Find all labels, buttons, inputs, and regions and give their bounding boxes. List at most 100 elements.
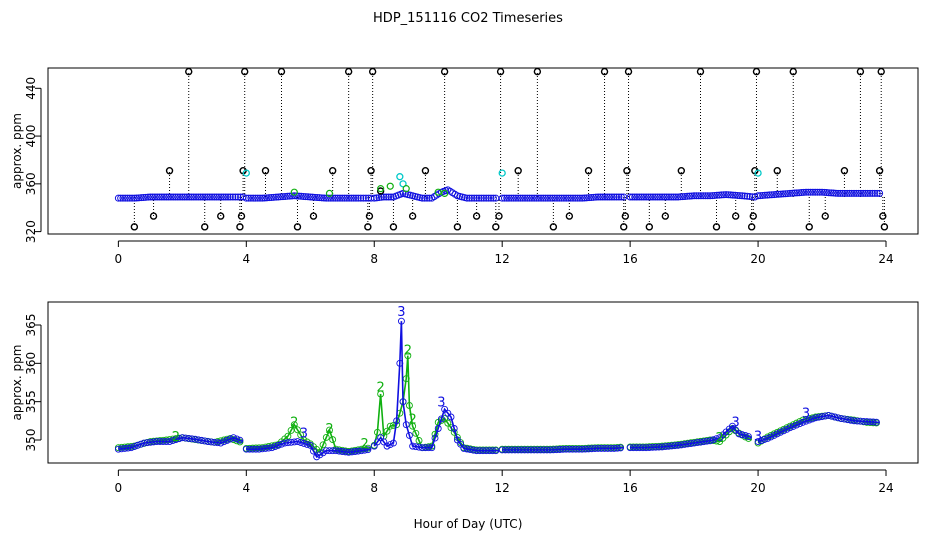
- baseline-point: [784, 190, 792, 198]
- baseline-point: [224, 193, 232, 201]
- series-3-point: [713, 435, 720, 443]
- series-2-point: [290, 421, 298, 429]
- flag-point: [696, 67, 705, 76]
- baseline-point: [226, 193, 234, 201]
- baseline-point: [692, 192, 700, 200]
- flag-point: [661, 212, 670, 220]
- series-3-point: [230, 434, 237, 442]
- baseline-point: [832, 189, 840, 197]
- baseline-point: [583, 194, 591, 202]
- baseline-point: [320, 194, 328, 202]
- series-3-point: [351, 448, 359, 455]
- series-2-point: [444, 419, 452, 427]
- series-3-point: [450, 425, 458, 432]
- baseline-point: [576, 194, 584, 202]
- baseline-point: [117, 194, 125, 202]
- top-x-axis: 0 4 8 12 16 20 24: [115, 240, 894, 266]
- series-3-line: [373, 321, 499, 452]
- series-3-point: [815, 413, 823, 421]
- series-3-point: [805, 416, 813, 424]
- baseline-point: [350, 194, 358, 202]
- baseline-point: [475, 194, 483, 202]
- series-3-point: [172, 436, 180, 444]
- baseline-point: [770, 191, 778, 199]
- baseline-point: [647, 193, 655, 201]
- series-3-point: [837, 415, 845, 422]
- series-3-point: [271, 443, 279, 450]
- baseline-point: [809, 188, 817, 196]
- series-3-point: [146, 438, 154, 446]
- baseline-segment: [242, 192, 375, 202]
- baseline-point: [596, 193, 604, 201]
- baseline-point: [606, 193, 614, 201]
- figure-title: HDP_151116 CO2 Timeseries: [373, 11, 563, 26]
- series-3-point: [789, 422, 797, 430]
- baseline-point: [160, 193, 168, 201]
- flag-point: [821, 212, 829, 220]
- baseline-point: [185, 193, 193, 201]
- flag-point: [365, 212, 374, 220]
- baseline-point: [871, 189, 879, 197]
- baseline-point: [539, 194, 547, 202]
- point-label: 2: [290, 416, 298, 431]
- baseline-point: [206, 193, 214, 201]
- baseline-point: [795, 189, 803, 197]
- series-3-point: [294, 438, 301, 445]
- series-3-line: [246, 440, 372, 459]
- baseline-point: [359, 194, 367, 202]
- series-3-point: [124, 444, 132, 452]
- baseline-point: [542, 194, 550, 202]
- bottom-x-axis: 0 4 8 12 16 20 24: [115, 469, 894, 495]
- series-3-point: [332, 447, 340, 455]
- series-3: [114, 317, 880, 461]
- series-3-point: [201, 437, 209, 445]
- baseline-point: [256, 194, 264, 202]
- series-3-point: [364, 446, 372, 454]
- flag-point: [600, 67, 609, 76]
- series-3-point: [677, 441, 685, 449]
- series-3-point: [840, 415, 848, 423]
- series-3-point: [284, 439, 292, 447]
- top-x-tick-label: 0: [115, 252, 123, 266]
- baseline-point: [825, 189, 833, 197]
- series-3-point: [796, 420, 804, 428]
- baseline-point: [615, 193, 623, 201]
- bottom-x-tick-label: 0: [115, 481, 123, 495]
- series-2-point: [373, 428, 381, 436]
- series-3-point: [434, 425, 442, 432]
- baseline-point: [651, 193, 659, 201]
- baseline-point: [746, 193, 754, 201]
- baseline-point: [331, 194, 339, 202]
- top-y-axis-label: approx. ppm: [10, 113, 24, 189]
- flag-point: [364, 223, 372, 231]
- baseline-point: [325, 194, 333, 202]
- baseline-point: [702, 192, 710, 200]
- baseline-point: [322, 194, 330, 202]
- baseline-point: [708, 192, 716, 200]
- point-label: 2: [325, 422, 333, 437]
- baseline-point: [477, 194, 485, 202]
- baseline-point: [642, 193, 650, 201]
- baseline-point: [711, 191, 719, 199]
- baseline-point: [852, 189, 860, 197]
- flag-point: [877, 67, 885, 76]
- point-label: 3: [754, 429, 762, 444]
- baseline-point: [137, 194, 145, 202]
- series-3-point: [428, 444, 436, 452]
- series-3-point: [220, 438, 228, 446]
- green-point: [290, 188, 298, 196]
- baseline-point: [601, 193, 609, 201]
- series-3-point: [383, 442, 391, 450]
- flag-point: [149, 212, 158, 220]
- baseline-point: [663, 193, 671, 201]
- flag-point: [880, 223, 889, 231]
- baseline-point: [178, 193, 186, 201]
- series-3-point: [808, 415, 816, 423]
- baseline-point: [382, 193, 390, 201]
- series-3-point: [872, 418, 880, 426]
- flag-point: [237, 212, 246, 220]
- baseline-point: [729, 191, 737, 199]
- baseline-point: [690, 192, 698, 200]
- baseline-point: [836, 189, 844, 197]
